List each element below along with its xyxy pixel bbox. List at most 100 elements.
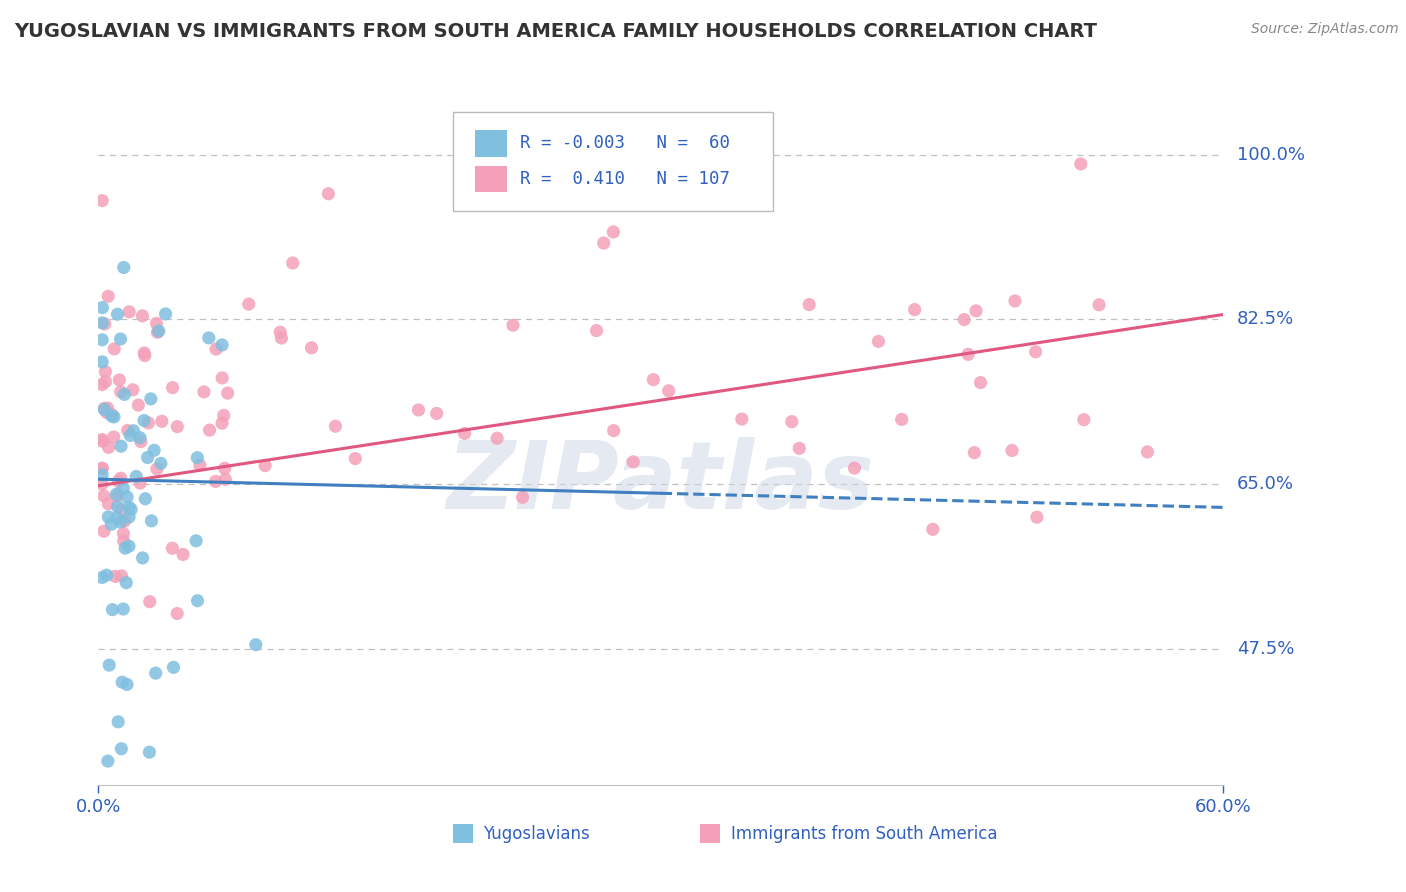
Point — [270, 331, 292, 345]
Text: YUGOSLAVIAN VS IMMIGRANTS FROM SOUTH AMERICA FAMILY HOUSEHOLDS CORRELATION CHART: YUGOSLAVIAN VS IMMIGRANTS FROM SOUTH AME… — [14, 22, 1097, 41]
Point — [953, 312, 976, 326]
Point — [110, 515, 132, 529]
Point — [269, 325, 291, 339]
Bar — [700, 824, 720, 843]
Point — [453, 426, 475, 441]
Point — [254, 458, 277, 473]
Point — [127, 398, 149, 412]
Point — [91, 461, 114, 475]
Point — [780, 415, 803, 429]
Point — [143, 443, 166, 458]
Point — [110, 332, 132, 346]
Point — [214, 461, 236, 475]
Point — [122, 424, 145, 438]
Point — [187, 594, 209, 608]
Point — [1025, 510, 1047, 524]
Point — [91, 434, 114, 449]
Point — [93, 524, 115, 539]
Point — [96, 405, 118, 419]
Point — [486, 431, 509, 445]
Point — [1136, 445, 1159, 459]
Point — [166, 419, 188, 434]
Point — [94, 365, 117, 379]
Point — [110, 741, 132, 756]
Point — [114, 514, 136, 528]
Point — [1001, 443, 1024, 458]
Point — [890, 412, 912, 426]
Point — [96, 401, 118, 415]
Point — [103, 342, 125, 356]
Point — [136, 450, 159, 465]
Point — [105, 487, 128, 501]
Point — [120, 502, 142, 516]
Point — [110, 384, 132, 399]
Point — [91, 355, 114, 369]
Text: R = -0.003   N =  60: R = -0.003 N = 60 — [520, 135, 730, 153]
Point — [118, 500, 141, 515]
Point — [112, 602, 135, 616]
Point — [107, 714, 129, 729]
Point — [138, 595, 160, 609]
Point — [799, 297, 821, 311]
Point — [643, 373, 665, 387]
Text: ZIPatlas: ZIPatlas — [447, 437, 875, 529]
Text: Immigrants from South America: Immigrants from South America — [731, 825, 997, 843]
Point — [146, 462, 169, 476]
Point — [107, 307, 129, 321]
Point — [91, 461, 114, 475]
Point — [186, 450, 208, 465]
Point — [91, 377, 114, 392]
Point — [103, 409, 125, 424]
Point — [921, 522, 943, 536]
Point — [97, 441, 120, 455]
Point — [115, 490, 138, 504]
Point — [1088, 298, 1111, 312]
Point — [963, 445, 986, 459]
Point — [112, 387, 135, 401]
Point — [198, 331, 221, 345]
Text: 65.0%: 65.0% — [1237, 475, 1294, 493]
Text: 100.0%: 100.0% — [1237, 145, 1305, 163]
Point — [211, 338, 233, 352]
Point — [96, 568, 118, 582]
Bar — [475, 166, 506, 192]
Point — [149, 456, 172, 470]
Point — [198, 423, 221, 437]
Point — [112, 481, 135, 495]
Point — [112, 260, 135, 275]
Point — [238, 297, 260, 311]
Point — [211, 371, 233, 385]
Point — [193, 384, 215, 399]
Point — [97, 289, 120, 303]
Point — [97, 509, 120, 524]
Point — [91, 477, 114, 491]
Point — [512, 490, 534, 504]
Point — [97, 754, 120, 768]
Point — [100, 409, 122, 423]
Point — [91, 467, 114, 482]
Point — [115, 575, 138, 590]
Point — [868, 334, 890, 349]
Point — [98, 658, 121, 673]
Point — [105, 510, 128, 524]
Point — [162, 541, 184, 556]
Point — [129, 434, 152, 449]
Point — [211, 416, 233, 430]
Point — [91, 194, 114, 208]
Point — [91, 570, 114, 584]
Point — [245, 638, 267, 652]
Point — [91, 433, 114, 447]
Point — [162, 660, 184, 674]
Point — [101, 408, 124, 422]
Point — [408, 403, 430, 417]
Point — [212, 409, 235, 423]
Bar — [475, 130, 506, 156]
Point — [107, 500, 129, 514]
Point — [602, 424, 624, 438]
Text: Yugoslavians: Yugoslavians — [484, 825, 591, 843]
Point — [162, 381, 184, 395]
Point — [100, 517, 122, 532]
Point — [426, 407, 449, 421]
Point — [602, 225, 624, 239]
Point — [125, 469, 148, 483]
